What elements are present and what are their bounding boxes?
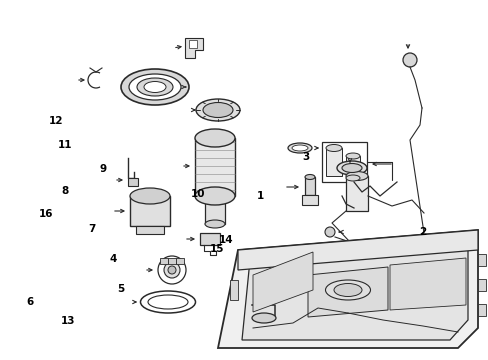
Ellipse shape [203, 103, 232, 117]
Polygon shape [252, 252, 312, 312]
Text: 5: 5 [117, 284, 124, 294]
Ellipse shape [137, 78, 173, 96]
Text: 7: 7 [88, 224, 95, 234]
Polygon shape [238, 230, 477, 270]
Circle shape [158, 256, 185, 284]
Bar [160, 258, 168, 264]
Bar [346, 176, 367, 211]
Text: 4: 4 [109, 254, 116, 264]
Polygon shape [307, 267, 387, 317]
Ellipse shape [140, 291, 195, 313]
Ellipse shape [129, 74, 181, 100]
Ellipse shape [143, 81, 165, 93]
Text: 3: 3 [302, 152, 309, 162]
Polygon shape [218, 230, 477, 348]
Ellipse shape [325, 144, 341, 152]
Ellipse shape [121, 69, 189, 105]
Ellipse shape [196, 99, 240, 121]
Polygon shape [184, 38, 203, 58]
Bar [302, 195, 317, 205]
Ellipse shape [148, 295, 187, 309]
Text: 1: 1 [256, 191, 264, 201]
Circle shape [325, 227, 334, 237]
Circle shape [163, 262, 180, 278]
Bar [136, 226, 163, 234]
Text: 8: 8 [61, 186, 68, 196]
Ellipse shape [305, 175, 314, 180]
Bar [189, 40, 197, 48]
Ellipse shape [204, 192, 224, 200]
Bar [321, 142, 366, 182]
Ellipse shape [130, 188, 170, 204]
Text: 12: 12 [49, 116, 63, 126]
Circle shape [168, 266, 176, 274]
Text: 10: 10 [190, 189, 205, 199]
Bar [168, 258, 176, 264]
Text: 11: 11 [58, 140, 72, 150]
Ellipse shape [346, 171, 367, 180]
Ellipse shape [251, 313, 275, 323]
Bar [477, 279, 485, 291]
Ellipse shape [291, 145, 307, 151]
Bar [128, 178, 138, 186]
Ellipse shape [346, 175, 359, 181]
Bar [477, 254, 485, 266]
Bar [325, 148, 341, 176]
Bar [229, 280, 238, 300]
Text: 15: 15 [210, 244, 224, 254]
Text: 14: 14 [219, 235, 233, 246]
Text: 13: 13 [61, 316, 76, 327]
Ellipse shape [195, 187, 235, 205]
Bar [477, 304, 485, 316]
Ellipse shape [287, 143, 311, 153]
Ellipse shape [346, 153, 359, 159]
Ellipse shape [325, 280, 370, 300]
Ellipse shape [195, 129, 235, 147]
Ellipse shape [204, 220, 224, 228]
Polygon shape [242, 240, 467, 340]
Bar [305, 177, 314, 195]
Ellipse shape [341, 163, 361, 172]
Bar [200, 233, 220, 245]
Bar [204, 196, 224, 224]
Circle shape [402, 53, 416, 67]
Bar [176, 258, 183, 264]
Ellipse shape [336, 161, 366, 175]
Polygon shape [389, 258, 465, 310]
Ellipse shape [333, 284, 361, 297]
Bar [346, 156, 359, 178]
Bar [195, 138, 235, 196]
Bar [130, 196, 170, 226]
Text: 2: 2 [419, 227, 426, 237]
Text: 9: 9 [99, 164, 106, 174]
Text: 6: 6 [26, 297, 33, 307]
Text: 16: 16 [39, 209, 54, 219]
